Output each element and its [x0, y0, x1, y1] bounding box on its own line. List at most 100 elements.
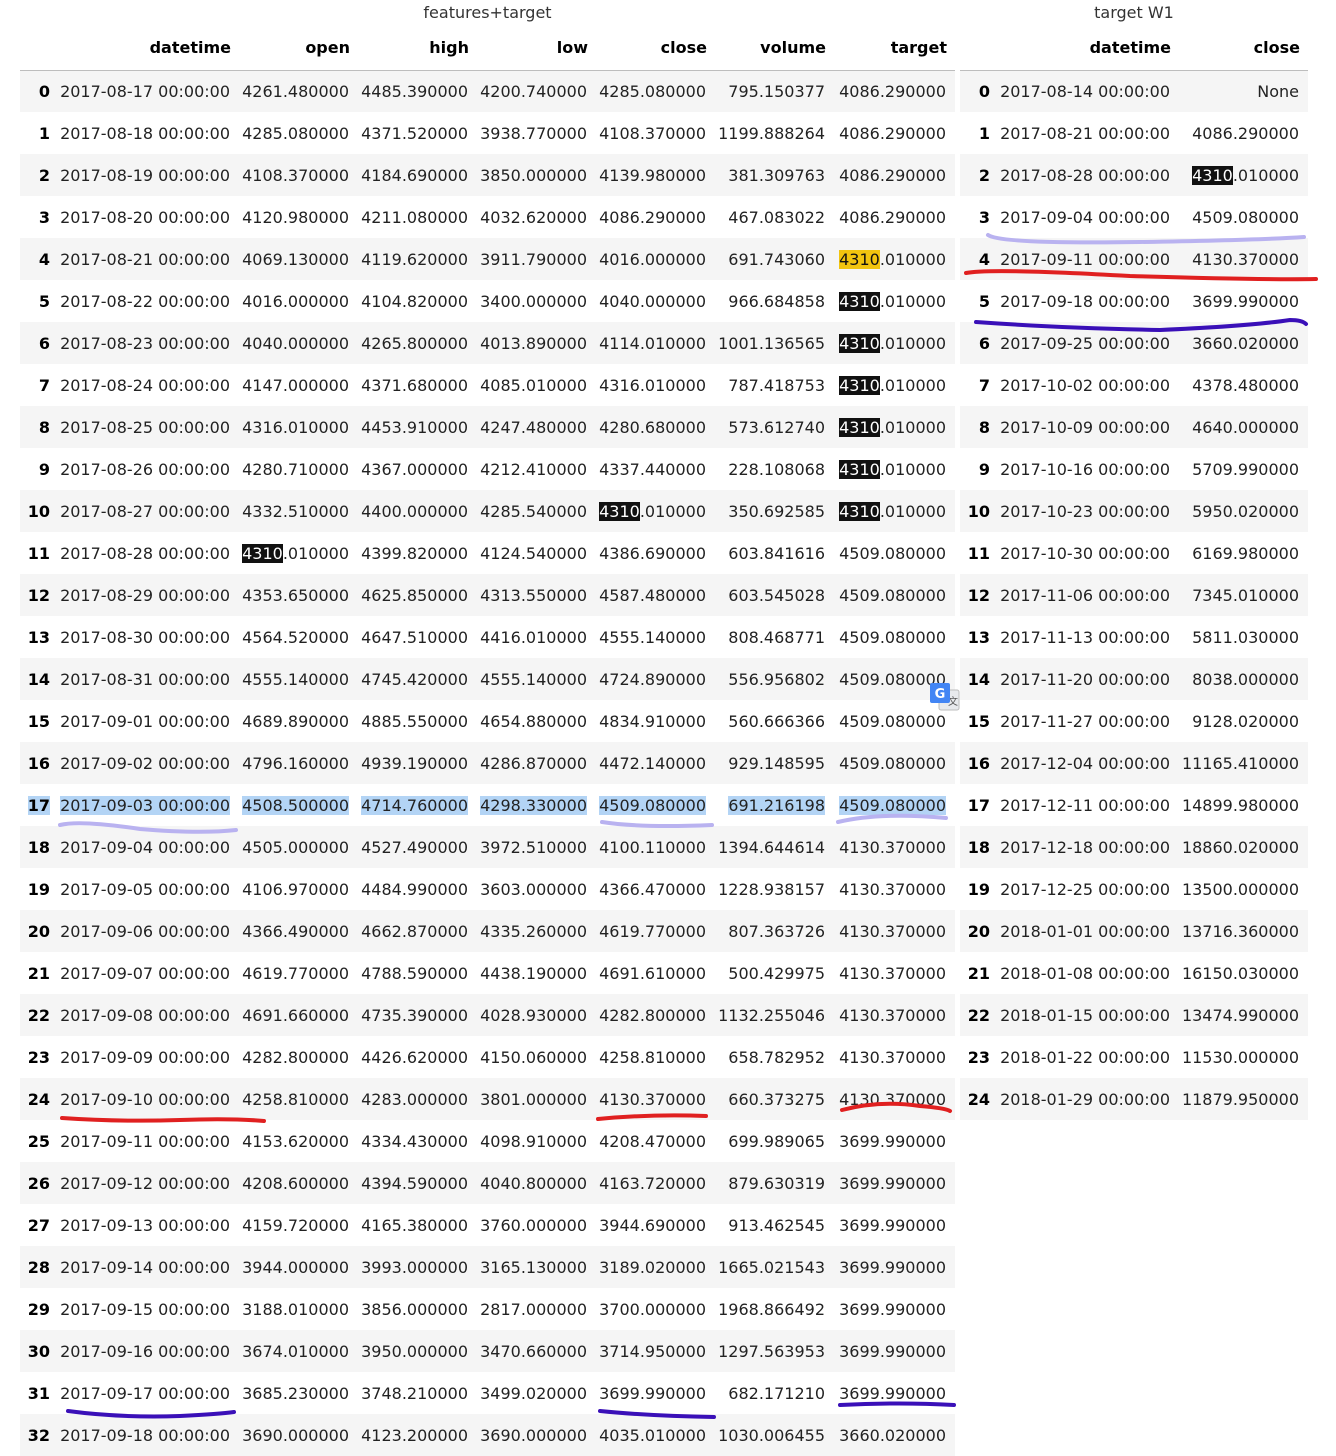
table-cell: 4282.800000 [239, 1036, 358, 1078]
row-index: 8 [20, 406, 60, 448]
cell-text: 4282.800000 [242, 1047, 349, 1067]
cell-text: 4130.370000 [839, 963, 946, 983]
table-cell: 2018-01-01 00:00:00 [1000, 910, 1179, 952]
table-row: 31 2017-09-17 00:00:00 3685.230000 3748.210… [20, 1372, 955, 1414]
table-cell: 4153.620000 [239, 1120, 358, 1162]
cell-text: 4366.490000 [242, 921, 349, 941]
cell-text: 2017-09-04 00:00:00 [1000, 207, 1170, 227]
table-cell: 4285.080000 [596, 70, 715, 112]
cell-text: 573.612740 [728, 417, 825, 437]
table-cell: 3690.000000 [239, 1414, 358, 1456]
cell-text: 4104.820000 [361, 291, 468, 311]
table-row: 19 2017-09-05 00:00:00 4106.970000 4484.990… [20, 868, 955, 910]
cell-text: 19 [27, 879, 50, 899]
table-cell: 4416.010000 [477, 616, 596, 658]
cell-text: 19 [967, 879, 990, 899]
cell-text: 691.216198 [728, 795, 825, 815]
cell-text: 556.956802 [728, 669, 825, 689]
table-cell: 4212.410000 [477, 448, 596, 490]
table-cell: 4353.650000 [239, 574, 358, 616]
cell-text: 4662.870000 [361, 921, 468, 941]
cell-text: 4337.440000 [599, 459, 706, 479]
table-cell: 4119.620000 [358, 238, 477, 280]
cell-text: 3748.210000 [361, 1383, 468, 1403]
cell-text: 31 [27, 1383, 50, 1403]
table-cell: 4086.290000 [1179, 112, 1308, 154]
cell-text: 4353.650000 [242, 585, 349, 605]
cell-text: 17 [967, 795, 990, 815]
cell-text-rest: .010000 [879, 417, 946, 437]
cell-text: 13 [967, 627, 990, 647]
cell-text: 2017-08-26 00:00:00 [60, 459, 230, 479]
table-cell: 1394.644614 [715, 826, 834, 868]
cell-text: 4509.080000 [839, 753, 946, 773]
cell-text: 2018-01-15 00:00:00 [1000, 1005, 1170, 1025]
cell-text: 2017-09-07 00:00:00 [60, 963, 230, 983]
cell-text: 11 [27, 543, 50, 563]
table-cell: 2017-08-22 00:00:00 [60, 280, 239, 322]
table-cell: 4108.370000 [596, 112, 715, 154]
cell-text: 10 [27, 501, 50, 521]
cell-text: 4208.470000 [599, 1131, 706, 1151]
table-cell: 4200.740000 [477, 70, 596, 112]
table-cell: 795.150377 [715, 70, 834, 112]
table-cell: 603.841616 [715, 532, 834, 574]
table-cell: 2017-09-16 00:00:00 [60, 1330, 239, 1372]
cell-text: 603.545028 [728, 585, 825, 605]
table-cell: 3700.000000 [596, 1288, 715, 1330]
table-cell: 4472.140000 [596, 742, 715, 784]
table-cell: 3699.990000 [834, 1120, 955, 1162]
cell-text: 13500.000000 [1181, 879, 1299, 899]
table-cell: 3944.000000 [239, 1246, 358, 1288]
cell-text: 3856.000000 [361, 1299, 468, 1319]
target-w1-table: datetime close 0 2017-08-14 00:00:00 None 1 2… [960, 26, 1308, 1120]
table-cell: 4184.690000 [358, 154, 477, 196]
table-cell: 2017-08-27 00:00:00 [60, 490, 239, 532]
cell-text: 4647.510000 [361, 627, 468, 647]
table-cell: 4334.430000 [358, 1120, 477, 1162]
cell-text: 381.309763 [728, 165, 825, 185]
cell-text: 4086.290000 [839, 123, 946, 143]
cell-text-rest: .010000 [879, 291, 946, 311]
column-header: volume [760, 38, 826, 58]
table-cell: 2017-12-18 00:00:00 [1000, 826, 1179, 868]
cell-text: 4286.870000 [480, 753, 587, 773]
table-cell: 2017-09-18 00:00:00 [1000, 280, 1179, 322]
row-index: 16 [960, 742, 1000, 784]
cell-text: 17 [27, 795, 50, 815]
search-match-highlight: 4310 [1192, 165, 1233, 185]
table-cell: None [1179, 70, 1308, 112]
cell-text: 4208.600000 [242, 1173, 349, 1193]
table-cell: 2017-10-16 00:00:00 [1000, 448, 1179, 490]
cell-text: 4689.890000 [242, 711, 349, 731]
cell-text: 4108.370000 [242, 165, 349, 185]
table-row: 2 2017-08-19 00:00:00 4108.370000 4184.6900… [20, 154, 955, 196]
table-cell: 3660.020000 [1179, 322, 1308, 364]
row-index: 22 [960, 994, 1000, 1036]
table-cell: 4366.470000 [596, 868, 715, 910]
table-cell: 4509.080000 [834, 532, 955, 574]
cell-text: 15 [27, 711, 50, 731]
index-header [960, 26, 1000, 70]
cell-text: 5709.990000 [1192, 459, 1299, 479]
cell-text: 3850.000000 [480, 165, 587, 185]
table-cell: 3760.000000 [477, 1204, 596, 1246]
cell-text: 2017-11-13 00:00:00 [1000, 627, 1170, 647]
table-cell: 4040.000000 [239, 322, 358, 364]
table-cell: 4640.000000 [1179, 406, 1308, 448]
cell-text: 4123.200000 [361, 1425, 468, 1445]
cell-text: 2017-08-25 00:00:00 [60, 417, 230, 437]
table-cell: 560.666366 [715, 700, 834, 742]
table-cell: 2017-09-15 00:00:00 [60, 1288, 239, 1330]
table-row: 9 2017-10-16 00:00:00 5709.990000 [960, 448, 1308, 490]
table-row: 3 2017-08-20 00:00:00 4120.980000 4211.0800… [20, 196, 955, 238]
cell-text: 4163.720000 [599, 1173, 706, 1193]
cell-text: 4298.330000 [480, 795, 587, 815]
cell-text: 4619.770000 [242, 963, 349, 983]
table-header-row: datetime open high low close volume target [20, 26, 955, 70]
cell-text: 24 [967, 1089, 990, 1109]
table-row: 8 2017-10-09 00:00:00 4640.000000 [960, 406, 1308, 448]
cell-text: 13474.990000 [1181, 1005, 1299, 1025]
google-translate-icon[interactable]: 文 G [928, 680, 962, 714]
row-index: 2 [960, 154, 1000, 196]
